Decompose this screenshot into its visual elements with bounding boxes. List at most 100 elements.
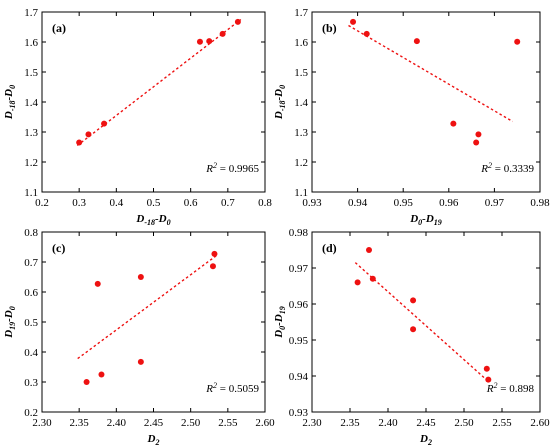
scatter-panel: 2.30 2.35 2.40 2.45 2.50 2.55 2.60 0.93 0.94 0.95… xyxy=(273,227,550,445)
y-tick-label: 0.6 xyxy=(24,287,38,299)
trend-line xyxy=(348,24,513,123)
y-axis-label: D-18-D0 xyxy=(273,85,287,120)
x-tick-label: 0.97 xyxy=(485,197,505,209)
x-tick-label: 2.55 xyxy=(218,417,238,429)
data-point xyxy=(219,30,226,37)
x-tick-label: 2.60 xyxy=(255,417,275,429)
x-tick-label: 2.35 xyxy=(340,417,360,429)
data-point xyxy=(410,297,417,304)
x-tick-label: 0.4 xyxy=(109,197,123,209)
x-tick-label: 0.8 xyxy=(258,197,272,209)
x-tick-label: 2.60 xyxy=(530,417,550,429)
panel-label: (a) xyxy=(52,21,66,35)
data-point xyxy=(475,131,482,138)
data-point xyxy=(413,38,420,45)
data-point xyxy=(98,371,105,378)
x-tick-label: 0.93 xyxy=(302,197,322,209)
x-tick-label: 2.35 xyxy=(70,417,90,429)
data-point xyxy=(483,365,490,372)
panel-label: (c) xyxy=(52,241,65,255)
data-point xyxy=(101,120,108,127)
x-tick-label: 2.30 xyxy=(302,417,322,429)
data-point xyxy=(83,379,90,385)
y-tick-label: 1.3 xyxy=(294,127,308,139)
y-tick-label: 1.5 xyxy=(294,67,308,79)
data-point xyxy=(366,247,372,253)
data-point xyxy=(137,358,144,365)
x-tick-label: 0.96 xyxy=(439,197,459,209)
x-tick-label: 0.6 xyxy=(184,197,198,209)
data-point xyxy=(450,120,457,127)
data-point xyxy=(196,38,203,45)
x-tick-label: 2.45 xyxy=(416,417,436,429)
x-tick-label: 0.3 xyxy=(72,197,86,209)
x-axis-label: D2 xyxy=(147,433,160,445)
data-point xyxy=(209,263,216,270)
data-point xyxy=(206,38,213,45)
x-tick-label: 2.45 xyxy=(144,417,164,429)
x-tick-label: 0.2 xyxy=(35,197,49,209)
scatter-panel: 0.93 0.94 0.95 0.96 0.97 0.98 1.1 1.2 1.3 1.4 1.5 1… xyxy=(273,7,550,227)
x-tick-label: 2.50 xyxy=(181,417,201,429)
data-point xyxy=(76,139,83,146)
r-squared-label: R2 = 0.3339 xyxy=(480,161,534,175)
x-axis-label: D0-D19 xyxy=(409,213,442,227)
y-axis-label: D-18-D0 xyxy=(3,85,17,120)
data-point xyxy=(211,250,218,257)
data-point xyxy=(514,38,521,45)
x-tick-label: 0.94 xyxy=(348,197,368,209)
y-tick-label: 0.94 xyxy=(289,371,309,383)
y-tick-label: 1.5 xyxy=(24,67,38,79)
data-point xyxy=(234,18,241,25)
data-point xyxy=(85,131,92,138)
data-point xyxy=(363,30,370,37)
data-point xyxy=(410,326,417,333)
y-tick-label: 1.3 xyxy=(24,127,38,139)
y-tick-label: 1.6 xyxy=(294,37,308,49)
data-point xyxy=(354,279,361,286)
y-tick-label: 1.7 xyxy=(294,7,308,19)
x-tick-label: 0.95 xyxy=(394,197,414,209)
x-axis-label: D-18-D0 xyxy=(135,213,170,227)
y-tick-label: 0.2 xyxy=(24,407,38,419)
x-tick-label: 0.5 xyxy=(147,197,161,209)
y-tick-label: 1.2 xyxy=(294,157,308,169)
r-squared-label: R2 = 0.5059 xyxy=(205,381,259,395)
y-axis-label: D19-D0 xyxy=(3,306,17,339)
y-tick-label: 0.96 xyxy=(289,299,309,311)
y-tick-label: 0.5 xyxy=(24,317,38,329)
x-tick-label: 2.55 xyxy=(492,417,512,429)
x-tick-label: 2.30 xyxy=(32,417,52,429)
x-tick-label: 0.7 xyxy=(221,197,235,209)
data-point xyxy=(94,280,101,287)
y-tick-label: 0.3 xyxy=(24,377,38,389)
y-tick-label: 1.1 xyxy=(294,187,308,199)
trend-line xyxy=(76,18,242,147)
data-point xyxy=(473,139,480,146)
data-point xyxy=(369,275,376,282)
r-squared-label: R2 = 0.898 xyxy=(486,381,535,395)
y-tick-label: 1.4 xyxy=(294,97,308,109)
panel-label: (b) xyxy=(322,21,337,35)
y-tick-label: 1.4 xyxy=(24,97,38,109)
x-tick-label: 2.50 xyxy=(454,417,474,429)
y-tick-label: 0.95 xyxy=(289,335,309,347)
scatter-panel: 0.2 0.3 0.4 0.5 0.6 0.7 0.8 1.1 1.2 1.3 1.4 1.5 1.6 1… xyxy=(3,7,272,227)
scatter-panel: 2.30 2.35 2.40 2.45 2.50 2.55 2.60 0.2 0.3 0.4 0.5… xyxy=(3,227,275,445)
data-point xyxy=(137,274,144,280)
y-tick-label: 0.93 xyxy=(289,407,309,419)
x-axis-label: D2 xyxy=(419,433,432,445)
y-tick-label: 0.8 xyxy=(24,227,38,239)
y-tick-label: 1.2 xyxy=(24,157,38,169)
y-tick-label: 0.97 xyxy=(289,263,309,275)
data-point xyxy=(350,18,357,25)
y-axis-label: D0-D19 xyxy=(273,306,287,339)
y-tick-label: 0.4 xyxy=(24,347,38,359)
y-tick-label: 1.6 xyxy=(24,37,38,49)
y-tick-label: 1.1 xyxy=(24,187,38,199)
x-tick-label: 2.40 xyxy=(378,417,398,429)
trend-line xyxy=(77,254,218,360)
x-tick-label: 2.40 xyxy=(107,417,127,429)
y-tick-label: 1.7 xyxy=(24,7,38,19)
